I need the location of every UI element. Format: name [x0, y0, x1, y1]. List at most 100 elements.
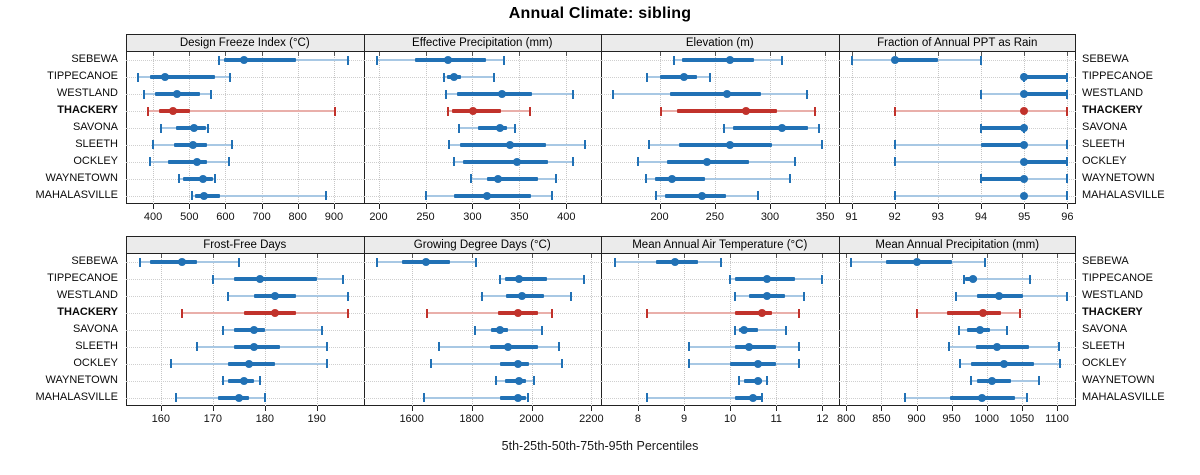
site-label-left: WAYNETOWN — [45, 373, 118, 386]
site-label-right: WESTLAND — [1082, 87, 1144, 100]
whisker-cap-low — [426, 308, 429, 318]
median-dot — [250, 326, 259, 334]
gridline-horizontal — [838, 178, 1076, 180]
axis-tick-label: 400 — [557, 211, 576, 223]
axis-tick-label: 200 — [650, 211, 669, 223]
axis-tick-top — [846, 254, 848, 258]
percentile-range-25-75 — [734, 344, 777, 349]
percentile-range-25-75 — [981, 176, 1025, 181]
gridline-horizontal — [838, 380, 1076, 382]
panel-plot-area — [363, 254, 601, 406]
median-dot — [188, 140, 197, 149]
axis-tick-label: 250 — [416, 211, 435, 223]
median-dot — [255, 275, 264, 284]
median-dot — [703, 157, 711, 166]
median-dot — [234, 393, 243, 402]
axis-tick — [316, 406, 318, 411]
panel-plot-area — [838, 52, 1076, 204]
whisker-cap-high — [781, 55, 784, 65]
median-dot — [993, 342, 1002, 351]
axis-tick — [770, 204, 771, 209]
axis-tick-label: 92 — [888, 211, 901, 223]
whisker-cap-low — [893, 191, 896, 201]
whisker-cap-high — [1066, 191, 1069, 201]
whisker-cap-low — [733, 325, 736, 335]
axis-tick-label: 170 — [203, 413, 222, 425]
site-label-right: THACKERY — [1082, 104, 1143, 117]
axis-tick — [471, 406, 473, 411]
whisker-cap-high — [756, 191, 759, 201]
panel-separator — [601, 34, 602, 204]
whisker-cap-low — [850, 257, 853, 267]
whisker-cap-high — [554, 174, 557, 184]
gridline-horizontal — [126, 262, 364, 264]
whisker-cap-low — [916, 308, 919, 318]
median-dot — [913, 258, 922, 267]
whisker-cap-high — [1066, 89, 1069, 99]
axis-tick-top — [981, 52, 982, 56]
axis-tick-top — [316, 254, 318, 258]
whisker-cap-low — [655, 191, 658, 201]
gridline-horizontal — [126, 77, 364, 79]
percentile-range-25-75 — [149, 75, 215, 80]
percentile-range-25-75 — [946, 311, 1002, 316]
axis-tick-top — [225, 52, 227, 56]
whisker-cap-low — [443, 72, 446, 82]
axis-tick — [986, 406, 988, 411]
site-label-right: THACKERY — [1082, 306, 1143, 319]
panel-separator — [838, 236, 840, 406]
whisker-cap-high — [820, 140, 823, 150]
whisker-cap-low — [424, 191, 427, 201]
x-axis-caption: 5th-25th-50th-75th-95th Percentiles — [501, 439, 699, 453]
site-label-right: MAHALASVILLE — [1082, 390, 1165, 403]
median-dot — [778, 124, 787, 132]
whisker-cap-high — [571, 89, 574, 99]
axis-tick-top — [730, 254, 732, 258]
axis-tick-top — [659, 52, 661, 56]
axis-tick-top — [937, 52, 939, 56]
whisker-cap-high — [1018, 308, 1021, 318]
whisker-cap-low — [646, 393, 649, 403]
whisker-cap-low — [980, 174, 982, 184]
whisker-cap-low — [180, 308, 183, 318]
whisker-cap-high — [1066, 72, 1069, 82]
percentile-range-25-75 — [975, 344, 1029, 349]
axis-tick — [189, 204, 191, 209]
panel-separator — [601, 236, 602, 406]
axis-tick-top — [471, 254, 473, 258]
axis-tick — [378, 204, 380, 209]
axis-tick-label: 300 — [760, 211, 780, 223]
percentile-range-5-95 — [894, 143, 1068, 146]
whisker-cap-low — [139, 257, 141, 267]
axis-tick-top — [297, 52, 299, 56]
whisker-cap-low — [947, 342, 950, 352]
percentile-range-25-75 — [659, 75, 698, 80]
axis-tick-label: 350 — [816, 211, 835, 223]
median-dot — [753, 376, 762, 385]
site-label-right: SAVONA — [1082, 323, 1128, 335]
whisker-cap-high — [207, 123, 210, 133]
axis-tick-top — [776, 254, 778, 258]
axis-tick — [846, 406, 848, 411]
percentile-range-25-75 — [730, 361, 777, 366]
median-dot — [239, 56, 248, 65]
gridline-horizontal — [601, 296, 839, 298]
whisker-cap-high — [493, 72, 495, 82]
median-dot — [482, 191, 491, 200]
axis-tick — [881, 406, 883, 411]
gridline-horizontal — [126, 94, 364, 96]
site-label-left: SAVONA — [72, 323, 118, 335]
median-dot — [1020, 90, 1029, 99]
whisker-cap-low — [958, 325, 961, 335]
median-dot — [200, 191, 209, 200]
site-label-left: OCKLEY — [73, 154, 118, 167]
whisker-cap-high — [1065, 291, 1068, 301]
percentile-range-5-95 — [894, 160, 1068, 163]
site-label-left: MAHALASVILLE — [35, 390, 118, 403]
whisker-cap-low — [495, 376, 498, 386]
whisker-cap-low — [175, 393, 178, 403]
axis-tick-top — [189, 52, 191, 56]
whisker-cap-low — [437, 342, 440, 352]
panel-strip-title: Effective Precipitation (mm) — [412, 37, 553, 49]
whisker-cap-high — [346, 308, 349, 318]
